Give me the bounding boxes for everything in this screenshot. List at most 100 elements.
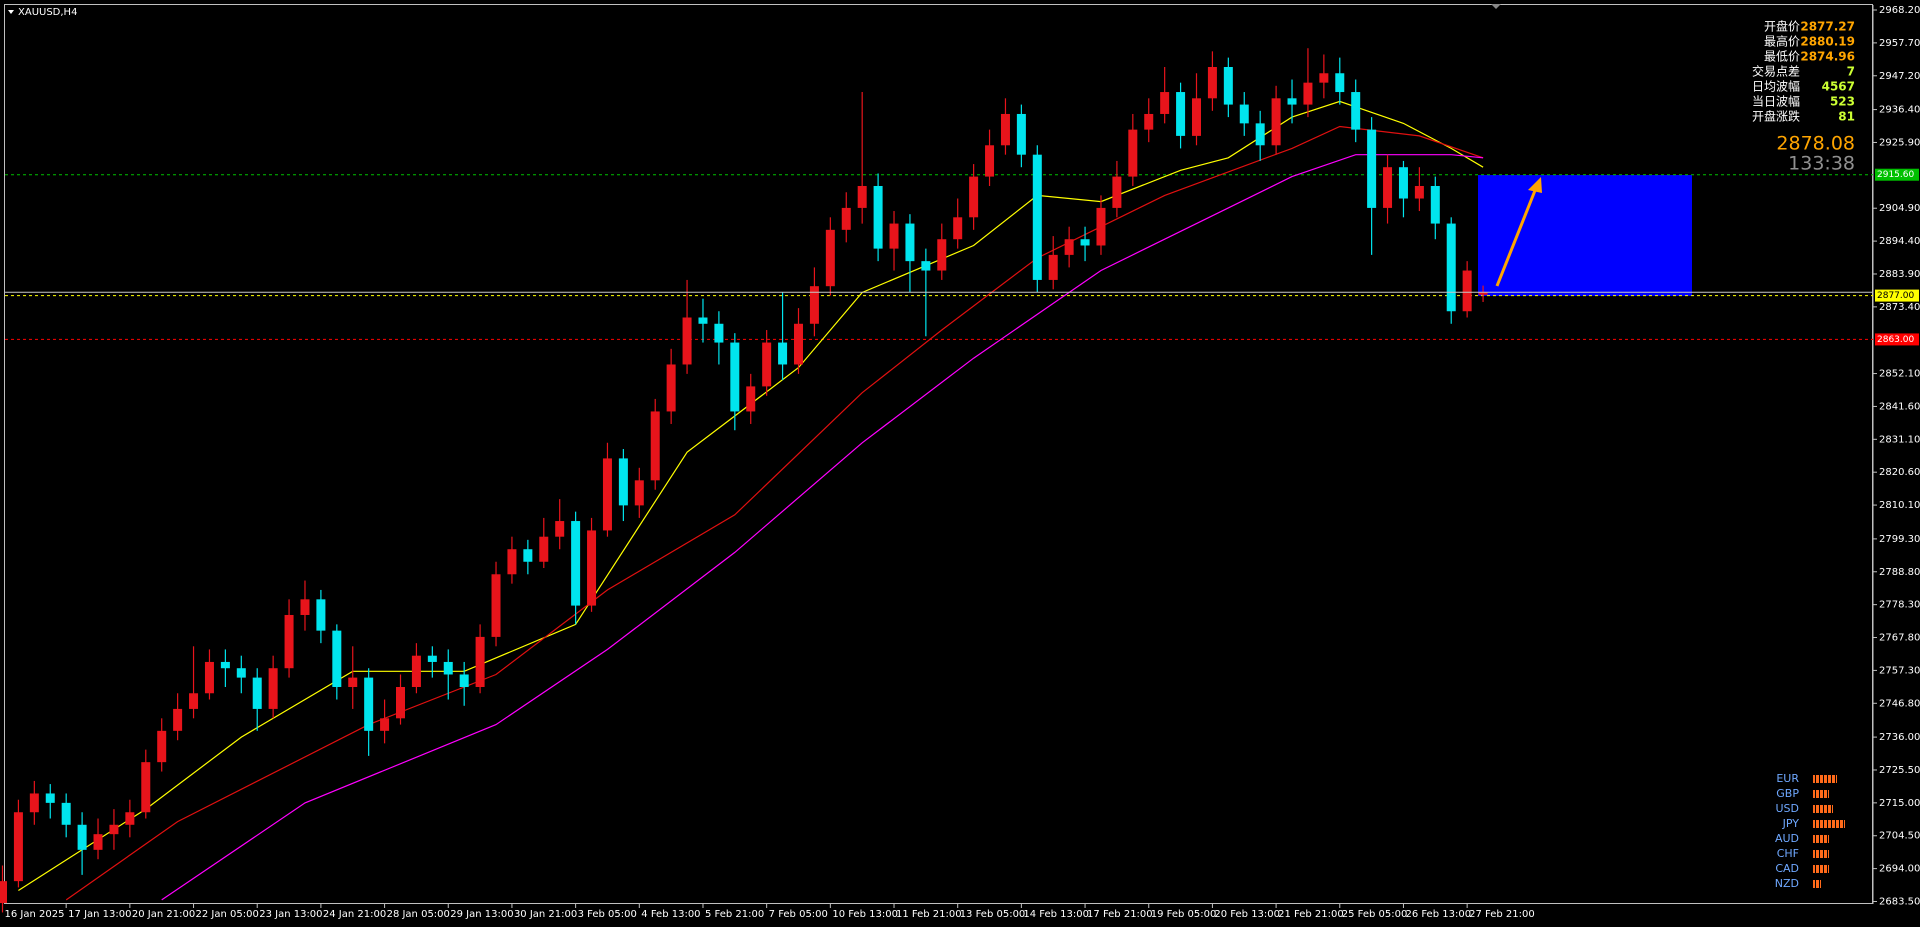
strength-bar [1813,865,1829,873]
currency-name: NZD [1775,877,1799,890]
arrow-shaft [1495,187,1538,287]
candle-body [1223,67,1233,105]
candle-body [1239,104,1249,124]
x-tick-label: 5 Feb 21:00 [705,909,764,920]
candle-body [1414,185,1424,199]
info-label: 最低价 [1764,50,1800,64]
level-label: 2877.00 [1877,291,1914,301]
candle-body [778,342,788,365]
y-tick-label: 2778.30 [1879,600,1920,611]
candle-body [443,661,453,675]
candle-body [1383,167,1393,208]
candle-body [1176,92,1186,136]
candle-body [1351,92,1361,130]
x-tick-label: 7 Feb 05:00 [769,909,828,920]
candle-body [109,824,119,835]
candle-body [602,458,612,531]
x-tick-label: 3 Feb 05:00 [578,909,637,920]
strength-bar [1813,790,1829,798]
candle-body [1462,270,1472,312]
candle-body [953,217,963,240]
y-tick-label: 2968.20 [1879,5,1920,16]
x-tick-label: 26 Feb 13:00 [1405,909,1471,920]
candle-body [1192,98,1201,136]
y-tick-label: 2904.90 [1879,203,1920,214]
y-tick-label: 2894.40 [1879,236,1920,247]
level-label: 2863.00 [1877,335,1914,345]
x-tick-label: 27 Feb 21:00 [1469,909,1535,920]
y-tick-label: 2936.40 [1879,105,1920,116]
x-tick-label: 28 Jan 05:00 [387,909,450,920]
candle-body [507,549,517,575]
candle-body [459,674,469,687]
strength-bar [1813,820,1845,828]
y-tick-label: 2831.10 [1879,434,1920,445]
candle-body [1367,129,1377,208]
candle-body [1096,207,1106,246]
candle-body [937,239,947,271]
candle-body [841,207,851,230]
candle-body [364,677,374,731]
candle-body [905,223,915,262]
candle-body [1048,254,1058,280]
candle-body [173,708,183,731]
x-tick-label: 20 Feb 13:00 [1214,909,1280,920]
title-marker [8,10,14,14]
x-tick-label: 23 Jan 13:00 [259,909,322,920]
x-tick-label: 19 Feb 05:00 [1151,909,1217,920]
arrow-head [1528,177,1542,193]
info-label: 开盘价 [1764,19,1800,34]
candle-body [396,687,405,719]
candle-body [77,824,87,850]
moving-average [65,125,1484,901]
info-value: 2874.96 [1800,50,1855,64]
candle-body [746,386,756,412]
candle-body [189,693,199,709]
chart-title: XAUUSD,H4 [18,7,77,18]
candle-body [1207,67,1217,99]
currency-name: CAD [1775,862,1799,875]
moving-average [161,154,1484,901]
candle-body [61,802,71,825]
candle-body [475,636,485,687]
info-value: 2880.19 [1800,35,1855,49]
strength-bar [1813,850,1829,858]
target-zone [1478,175,1692,296]
x-tick-label: 25 Feb 05:00 [1342,909,1408,920]
candle-body [157,730,167,763]
x-tick-label: 20 Jan 21:00 [132,909,195,920]
candle-body [204,661,214,694]
currency-name: AUD [1775,832,1799,845]
candle-body [13,812,23,882]
y-tick-label: 2810.10 [1879,500,1920,511]
candle-body [1064,239,1074,255]
candle-body [809,286,819,324]
x-tick-label: 14 Feb 13:00 [1023,909,1089,920]
current-price: 2878.08 [1776,133,1855,155]
candle-body [1160,92,1170,114]
candle-body [380,718,390,731]
candle-body [1446,223,1456,312]
x-tick-label: 29 Jan 13:00 [450,909,513,920]
currency-name: GBP [1776,787,1799,800]
currency-name: EUR [1776,772,1799,785]
candle-body [1398,167,1408,199]
candle-body [427,655,437,662]
strength-bar [1813,775,1837,783]
candle-body [825,229,835,287]
candle-body [491,574,501,637]
candle-body [1032,154,1042,280]
candle-body [1319,73,1329,83]
candle-body [985,145,995,177]
y-tick-label: 2925.90 [1879,137,1920,148]
currency-name: USD [1775,802,1799,815]
strength-bar [1813,835,1829,843]
candle-body [714,323,724,343]
candle-body [539,536,549,562]
candle-body [1271,98,1281,146]
candle-body [1128,129,1138,177]
candle-body [650,411,660,481]
candle-body [1112,176,1122,208]
y-tick-label: 2767.80 [1879,633,1920,644]
